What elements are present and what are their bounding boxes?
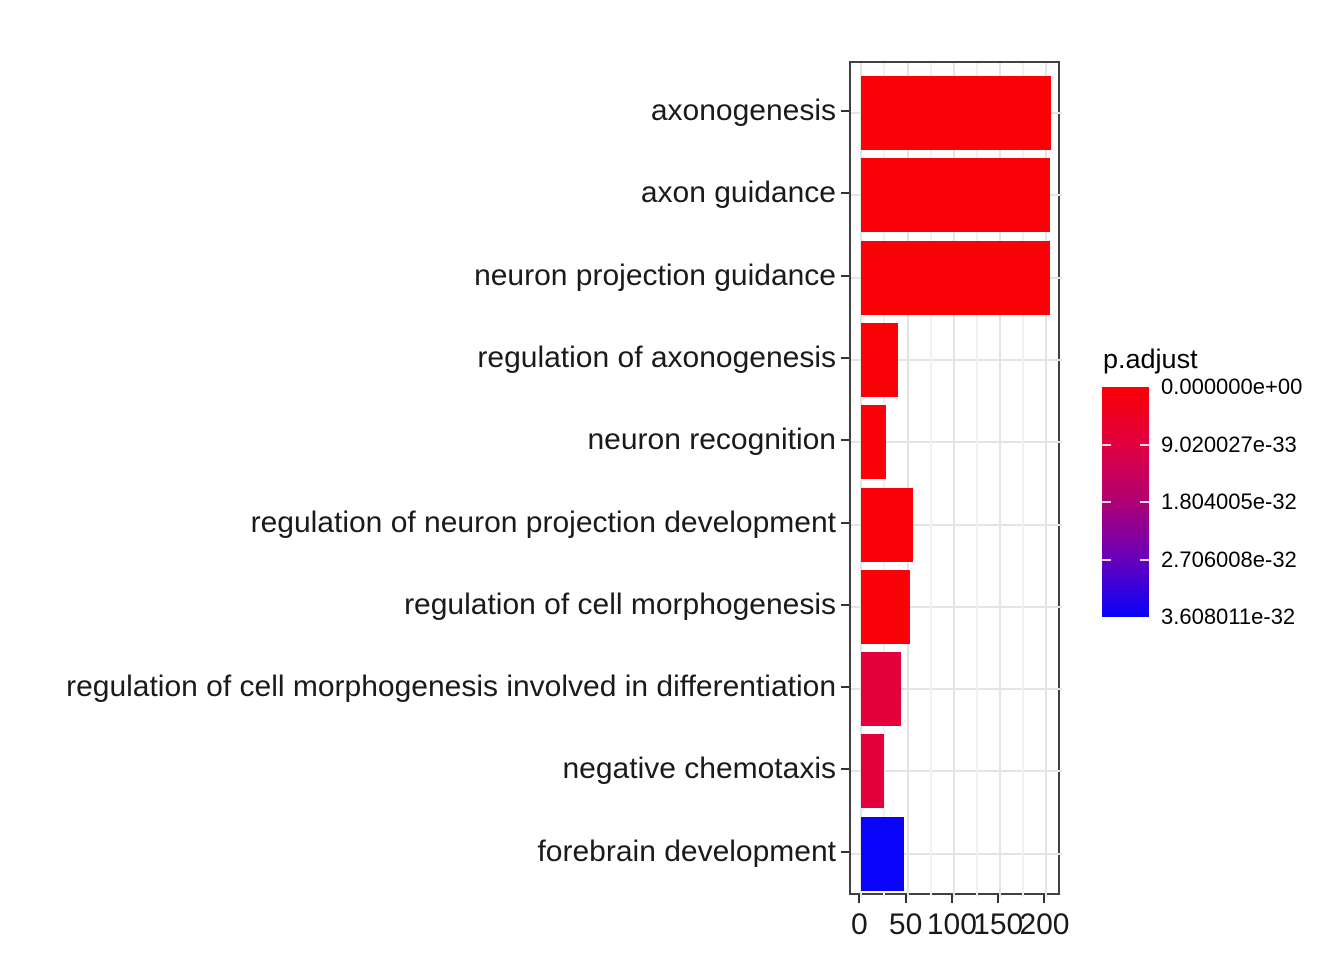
grid-line-horizontal [851, 441, 1062, 444]
bar [861, 816, 904, 891]
y-axis-tick [841, 439, 849, 442]
grid-line-minor [1022, 63, 1025, 897]
y-axis-label: axon guidance [640, 176, 836, 210]
grid-line-minor [976, 63, 979, 897]
legend-colorbar-tick [1102, 443, 1111, 446]
legend-colorbar-tick [1140, 558, 1149, 561]
y-axis-label: regulation of cell morphogenesis involve… [66, 670, 836, 704]
grid-line-minor [929, 63, 932, 897]
x-axis-label: 200 [1019, 908, 1070, 941]
bar [861, 322, 899, 397]
grid-line-major [952, 63, 955, 897]
y-axis-label: regulation of axonogenesis [477, 340, 836, 374]
grid-line-horizontal [851, 523, 1062, 526]
bar [861, 158, 1051, 233]
bar [861, 652, 902, 727]
bar [861, 569, 911, 644]
y-axis-tick [841, 192, 849, 195]
y-axis-tick [841, 768, 849, 771]
legend-tick-label: 2.706008e-32 [1161, 546, 1297, 572]
y-axis-tick [841, 521, 849, 524]
grid-line-major [1045, 63, 1048, 897]
grid-line-horizontal [851, 358, 1062, 361]
y-axis-label: axonogenesis [650, 94, 836, 127]
y-axis-tick [841, 356, 849, 359]
legend-colorbar-tick [1140, 501, 1149, 503]
legend-colorbar-tick [1102, 558, 1111, 561]
bar [861, 76, 1052, 150]
grid-line-major [860, 63, 863, 897]
grid-line-minor [883, 63, 886, 897]
bar [861, 734, 884, 809]
x-axis-tick [858, 895, 861, 903]
x-axis-tick [904, 895, 907, 903]
plot-panel [849, 61, 1062, 897]
y-axis-label: neuron recognition [587, 423, 836, 457]
legend-colorbar-tick [1102, 501, 1111, 503]
x-axis-tick [997, 895, 1000, 903]
legend-colorbar-tick [1140, 443, 1149, 446]
x-axis-tick [1043, 895, 1046, 903]
y-axis-tick [841, 274, 849, 277]
y-axis-label: negative chemotaxis [562, 752, 837, 786]
grid-line-horizontal [851, 852, 1062, 855]
y-axis-label: regulation of neuron projection developm… [250, 505, 836, 539]
bar [861, 240, 1051, 315]
legend-tick-label: 3.608011e-32 [1161, 604, 1296, 629]
grid-line-horizontal [851, 605, 1062, 608]
y-axis-tick [841, 110, 849, 112]
y-axis-tick [841, 603, 849, 606]
y-axis-label: regulation of cell morphogenesis [404, 587, 836, 621]
grid-line-horizontal [851, 688, 1062, 691]
bar [861, 487, 914, 562]
y-axis-tick [841, 850, 849, 853]
legend-title: p.adjust [1103, 344, 1198, 374]
grid-line-major [906, 63, 909, 897]
x-axis-label: 50 [888, 908, 923, 941]
legend-tick-label: 0.000000e+00 [1161, 374, 1303, 399]
x-axis-label: 0 [850, 908, 868, 941]
x-axis-label: 100 [926, 908, 977, 941]
x-axis-label: 150 [973, 908, 1024, 941]
legend-tick-label: 9.020027e-33 [1161, 431, 1297, 457]
grid-line-major [999, 63, 1002, 897]
bar [861, 405, 887, 480]
y-axis-tick [841, 686, 849, 689]
grid-line-horizontal [851, 770, 1062, 773]
x-axis-tick [950, 895, 953, 903]
y-axis-label: forebrain development [537, 834, 836, 868]
legend-tick-label: 1.804005e-32 [1161, 489, 1297, 514]
y-axis-label: neuron projection guidance [474, 258, 836, 292]
